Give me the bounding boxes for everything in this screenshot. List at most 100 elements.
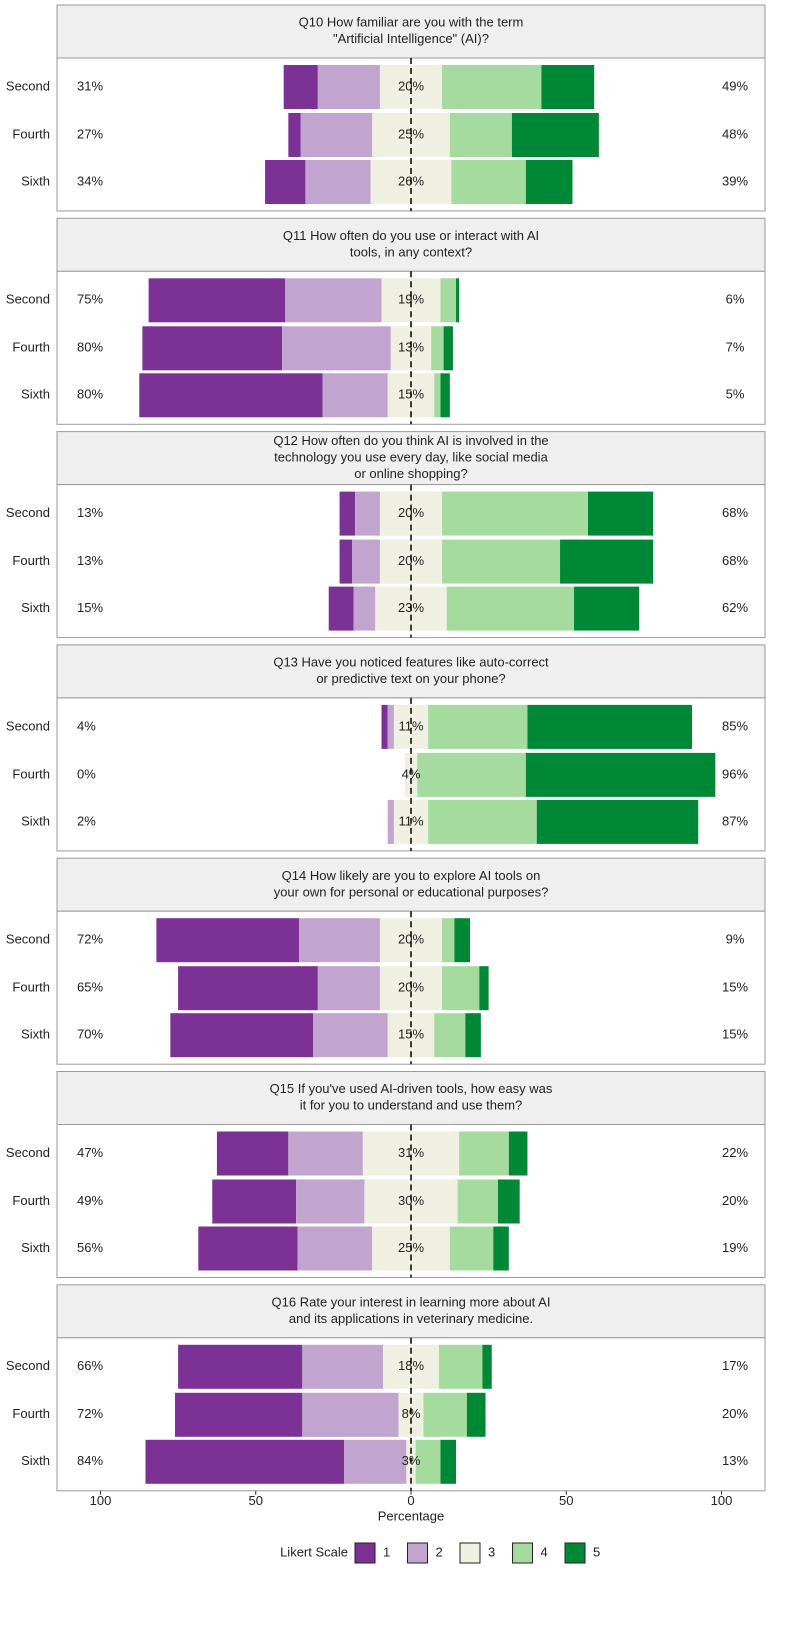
high-label: 49%: [722, 78, 748, 93]
legend-swatch: [564, 1542, 586, 1564]
neutral-label: 20%: [398, 932, 424, 947]
bar-segment: [493, 1226, 509, 1271]
bar-segment: [352, 539, 380, 584]
row-label: Second: [6, 1358, 50, 1373]
bar-segment: [428, 799, 537, 844]
high-label: 48%: [722, 126, 748, 141]
x-tick-label: 50: [559, 1493, 573, 1508]
bar-segment: [297, 1226, 373, 1271]
bar-segment: [404, 752, 418, 797]
low-label: 13%: [77, 553, 103, 568]
bar-segment: [438, 1344, 483, 1389]
high-label: 7%: [726, 340, 745, 355]
row-label: Second: [6, 78, 50, 93]
bar-segment: [317, 65, 380, 109]
high-label: 39%: [722, 173, 748, 188]
high-label: 22%: [722, 1145, 748, 1160]
bar-segment: [296, 1179, 365, 1224]
bar-segment: [525, 160, 573, 204]
legend-label: 2: [436, 1544, 443, 1559]
low-label: 47%: [77, 1145, 103, 1160]
bar-segment: [466, 1392, 486, 1437]
bar-segment: [497, 1179, 520, 1224]
panel-title: or online shopping?: [354, 466, 467, 481]
strip: [56, 217, 766, 272]
x-tick-label: 50: [249, 1493, 263, 1508]
bar-segment: [479, 966, 489, 1011]
bar-segment: [198, 1226, 298, 1271]
bar-segment: [139, 373, 323, 418]
bar-segment: [454, 918, 470, 963]
row-label: Sixth: [21, 173, 50, 188]
low-label: 56%: [77, 1240, 103, 1255]
bar-segment: [423, 1392, 467, 1437]
bar-segment: [302, 1392, 399, 1437]
low-label: 72%: [77, 932, 103, 947]
low-label: 70%: [77, 1027, 103, 1042]
bar-segment: [456, 278, 460, 323]
row-label: Second: [6, 292, 50, 307]
bar-segment: [434, 373, 441, 418]
neutral-label: 31%: [398, 1145, 424, 1160]
row-label: Fourth: [12, 1193, 50, 1208]
high-label: 19%: [722, 1240, 748, 1255]
bar-segment: [344, 1439, 407, 1484]
x-tick-label: 0: [407, 1493, 414, 1508]
bar-segment: [451, 160, 526, 204]
panel-title: Q12 How often do you think AI is involve…: [273, 433, 548, 448]
bar-segment: [283, 65, 318, 109]
bar-segment: [440, 1439, 457, 1484]
row-label: Fourth: [12, 766, 50, 781]
panel-title: technology you use every day, like socia…: [274, 450, 548, 465]
row-label: Fourth: [12, 1406, 50, 1421]
high-label: 20%: [722, 1406, 748, 1421]
low-label: 80%: [77, 387, 103, 402]
neutral-label: 18%: [398, 1358, 424, 1373]
bar-segment: [560, 539, 654, 584]
bar-segment: [440, 373, 450, 418]
high-label: 68%: [722, 505, 748, 520]
bar-segment: [443, 326, 453, 371]
legend-label: 4: [541, 1544, 548, 1559]
row-label: Sixth: [21, 1240, 50, 1255]
high-label: 6%: [726, 292, 745, 307]
strip: [56, 431, 766, 486]
high-label: 62%: [722, 600, 748, 615]
low-label: 65%: [77, 980, 103, 995]
bar-segment: [175, 1392, 303, 1437]
low-label: 72%: [77, 1406, 103, 1421]
low-label: 80%: [77, 340, 103, 355]
bar-segment: [431, 326, 444, 371]
low-label: 13%: [77, 505, 103, 520]
legend-label: 3: [488, 1544, 495, 1559]
bar-segment: [285, 278, 382, 323]
low-label: 2%: [77, 813, 96, 828]
row-label: Sixth: [21, 1027, 50, 1042]
legend-swatch: [407, 1542, 428, 1564]
low-label: 0%: [77, 766, 96, 781]
row-label: Fourth: [12, 553, 50, 568]
neutral-label: 11%: [398, 718, 423, 733]
panel-title: and its applications in veterinary medic…: [289, 1311, 533, 1326]
bar-segment: [442, 539, 561, 584]
high-label: 15%: [722, 980, 748, 995]
bar-segment: [145, 1439, 345, 1484]
bar-segment: [465, 1013, 481, 1058]
row-label: Sixth: [21, 1453, 50, 1468]
bar-segment: [317, 966, 380, 1011]
bar-segment: [508, 1131, 528, 1176]
legend-label: 5: [593, 1544, 600, 1559]
neutral-label: 19%: [398, 292, 424, 307]
bar-segment: [457, 1179, 498, 1224]
bar-segment: [541, 65, 595, 109]
bar-segment: [511, 113, 599, 157]
panel-title: your own for personal or educational pur…: [274, 884, 549, 899]
bar-segment: [299, 918, 380, 963]
high-label: 85%: [722, 718, 748, 733]
row-label: Second: [6, 932, 50, 947]
row-label: Second: [6, 505, 50, 520]
bar-segment: [302, 1344, 384, 1389]
bar-segment: [178, 1344, 303, 1389]
row-label: Sixth: [21, 387, 50, 402]
low-label: 34%: [77, 173, 103, 188]
